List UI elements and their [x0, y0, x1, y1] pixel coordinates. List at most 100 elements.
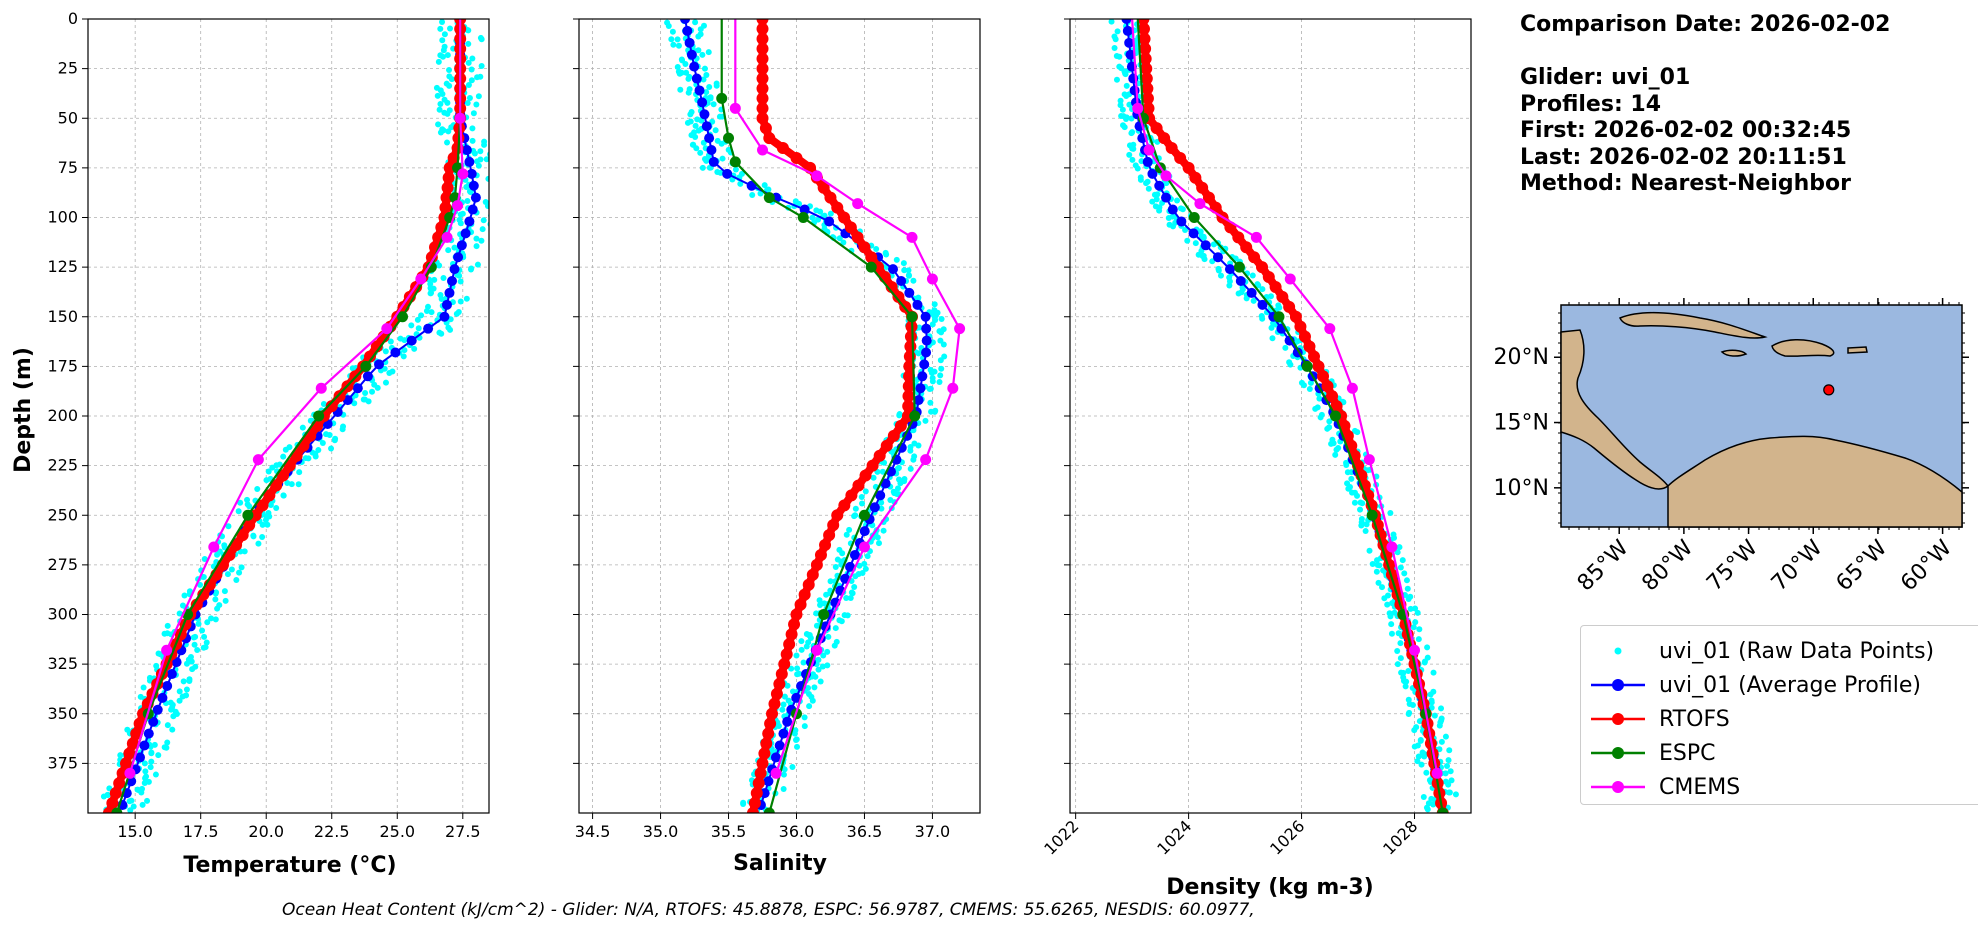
raw-data-point — [737, 180, 744, 187]
raw-data-point — [717, 169, 724, 176]
raw-data-point — [199, 627, 206, 634]
rtofs-marker — [1189, 171, 1202, 184]
raw-data-point — [483, 156, 489, 163]
cmems-marker — [1324, 323, 1336, 335]
average-series — [1121, 19, 1447, 811]
raw-data-point — [937, 357, 944, 364]
rtofs-marker — [126, 737, 139, 750]
raw-data-point — [683, 69, 690, 76]
cmems-marker — [920, 454, 932, 466]
raw-data-point — [1407, 605, 1414, 612]
espc-marker — [716, 92, 728, 104]
raw-data-point — [674, 64, 681, 71]
raw-data-point — [1126, 151, 1133, 158]
legend-item-rtofs: RTOFS — [1581, 704, 1730, 734]
raw-data-point — [369, 388, 376, 395]
cmems-marker — [1132, 102, 1144, 114]
raw-data-point — [307, 417, 314, 424]
raw-data-point — [707, 94, 714, 101]
raw-data-point — [1358, 516, 1365, 523]
raw-data-point — [693, 145, 700, 152]
average-marker — [1235, 276, 1246, 287]
raw-data-point — [1354, 429, 1361, 436]
raw-data-point — [212, 596, 219, 603]
raw-data-point — [1442, 770, 1449, 777]
raw-data-point — [328, 445, 335, 452]
espc-marker — [729, 156, 741, 168]
raw-data-point — [1428, 704, 1435, 711]
raw-data-point — [238, 564, 245, 571]
raw-data-point — [446, 66, 453, 73]
cmems-marker — [757, 144, 769, 156]
raw-data-point — [374, 384, 381, 391]
x-tick-label: 25.0 — [379, 822, 415, 841]
raw-data-point — [203, 639, 210, 646]
raw-data-point — [932, 317, 939, 324]
raw-data-point — [299, 424, 306, 431]
raw-data-point — [164, 622, 171, 629]
raw-data-point — [938, 365, 945, 372]
raw-data-point — [434, 92, 441, 99]
raw-data-point — [1324, 425, 1331, 432]
raw-data-point — [365, 398, 372, 405]
legend: uvi_01 (Raw Data Points) uvi_01 (Average … — [1580, 625, 1978, 805]
raw-data-point — [473, 235, 480, 242]
rtofs-marker — [785, 628, 798, 641]
espc-marker — [797, 212, 809, 223]
raw-data-point — [288, 481, 295, 488]
espc-series — [716, 19, 921, 813]
raw-data-point — [1215, 267, 1222, 274]
profile-count: Profiles: 14 — [1520, 91, 1662, 117]
rtofs-marker — [756, 19, 769, 25]
espc-marker — [858, 509, 870, 521]
average-marker — [468, 180, 479, 191]
raw-data-point — [1235, 290, 1242, 297]
rtofs-marker — [1256, 261, 1269, 274]
raw-data-point — [907, 465, 914, 472]
average-marker — [1142, 156, 1153, 167]
rtofs-marker — [880, 439, 893, 452]
raw-data-point — [809, 697, 816, 704]
legend-marker — [1612, 747, 1624, 759]
raw-data-point — [1417, 736, 1424, 743]
legend-label: RTOFS — [1659, 706, 1730, 732]
raw-data-point — [1399, 557, 1406, 564]
rtofs-marker — [442, 171, 455, 184]
raw-data-point — [1126, 101, 1133, 108]
raw-data-point — [487, 151, 489, 158]
raw-data-point — [1438, 738, 1445, 745]
rtofs-marker — [283, 459, 296, 472]
raw-data-point — [1210, 241, 1217, 248]
raw-data-point — [1116, 63, 1123, 70]
rtofs-marker — [756, 92, 769, 105]
average-marker — [1188, 228, 1199, 239]
raw-data-point — [695, 47, 702, 54]
average-line — [1125, 19, 1443, 806]
raw-data-point — [780, 771, 787, 778]
raw-data-point — [445, 324, 452, 331]
raw-data-point — [1129, 129, 1136, 136]
raw-data-point — [1267, 293, 1274, 300]
glider-location-marker — [1823, 384, 1835, 396]
raw-data-point — [793, 652, 800, 659]
raw-data-point — [1123, 114, 1130, 121]
rtofs-marker — [1248, 251, 1261, 264]
raw-data-point — [695, 127, 702, 134]
average-marker — [680, 19, 691, 24]
raw-data-point — [382, 379, 389, 386]
rtofs-marker — [788, 618, 801, 631]
rtofs-marker — [773, 677, 786, 690]
average-marker — [162, 680, 173, 691]
raw-data-point — [475, 162, 482, 169]
rtofs-marker — [130, 727, 143, 740]
raw-data-point — [811, 684, 818, 691]
espc-marker — [425, 261, 437, 273]
y-tick-label: 375 — [47, 753, 78, 772]
raw-data-point — [838, 618, 845, 625]
raw-data-point — [180, 678, 187, 685]
raw-data-point — [164, 739, 171, 746]
raw-data-point — [430, 285, 437, 292]
average-marker — [778, 728, 789, 739]
rtofs-marker — [758, 747, 771, 760]
raw-data-point — [1249, 272, 1256, 279]
